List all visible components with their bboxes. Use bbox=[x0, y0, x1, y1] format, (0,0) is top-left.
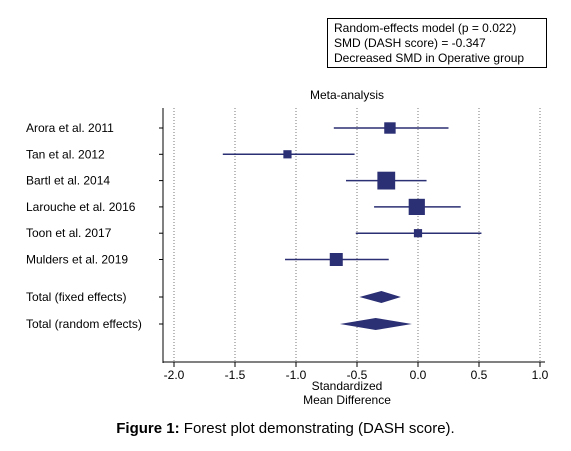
x-tick-label-0: -2.0 bbox=[164, 368, 185, 382]
pooled-label-1: Total (random effects) bbox=[26, 317, 142, 331]
study-label-2: Bartl et al. 2014 bbox=[26, 174, 110, 188]
model-summary-box: Random-effects model (p = 0.022) SMD (DA… bbox=[327, 18, 547, 68]
x-tick-label-4: 0.0 bbox=[410, 368, 427, 382]
study-label-5: Mulders et al. 2019 bbox=[26, 253, 128, 267]
x-tick-label-6: 1.0 bbox=[532, 368, 549, 382]
study-marker-4 bbox=[413, 229, 423, 238]
study-marker-3 bbox=[408, 198, 425, 215]
study-label-3: Larouche et al. 2016 bbox=[26, 200, 136, 214]
study-label-4: Toon et al. 2017 bbox=[26, 226, 112, 240]
model-summary-line-1: Random-effects model (p = 0.022) bbox=[334, 21, 517, 35]
x-tick-label-2: -1.0 bbox=[286, 368, 307, 382]
figure-caption: Figure 1: Forest plot demonstrating (DAS… bbox=[0, 420, 571, 437]
x-axis-label-line-1: Standardized bbox=[312, 379, 383, 393]
x-axis-label-line-2: Mean Difference bbox=[303, 393, 391, 407]
study-marker-0 bbox=[384, 122, 396, 134]
caption-text: Forest plot demonstrating (DASH score). bbox=[179, 420, 455, 437]
pooled-label-0: Total (fixed effects) bbox=[26, 290, 127, 304]
x-tick-label-5: 0.5 bbox=[471, 368, 488, 382]
x-tick-label-3: -0.5 bbox=[347, 368, 368, 382]
study-marker-2 bbox=[377, 171, 396, 190]
pooled-diamond-1 bbox=[339, 318, 412, 330]
chart-title: Meta-analysis bbox=[310, 88, 384, 102]
x-tick-label-1: -1.5 bbox=[225, 368, 246, 382]
caption-label: Figure 1: bbox=[116, 420, 180, 437]
pooled-diamond-0 bbox=[359, 291, 401, 303]
study-label-1: Tan et al. 2012 bbox=[26, 147, 105, 161]
study-marker-1 bbox=[283, 150, 292, 159]
model-summary-line-3: Decreased SMD in Operative group bbox=[334, 51, 525, 65]
study-marker-5 bbox=[329, 253, 343, 266]
model-summary-line-2: SMD (DASH score) = -0.347 bbox=[334, 36, 486, 50]
study-label-0: Arora et al. 2011 bbox=[26, 121, 114, 135]
